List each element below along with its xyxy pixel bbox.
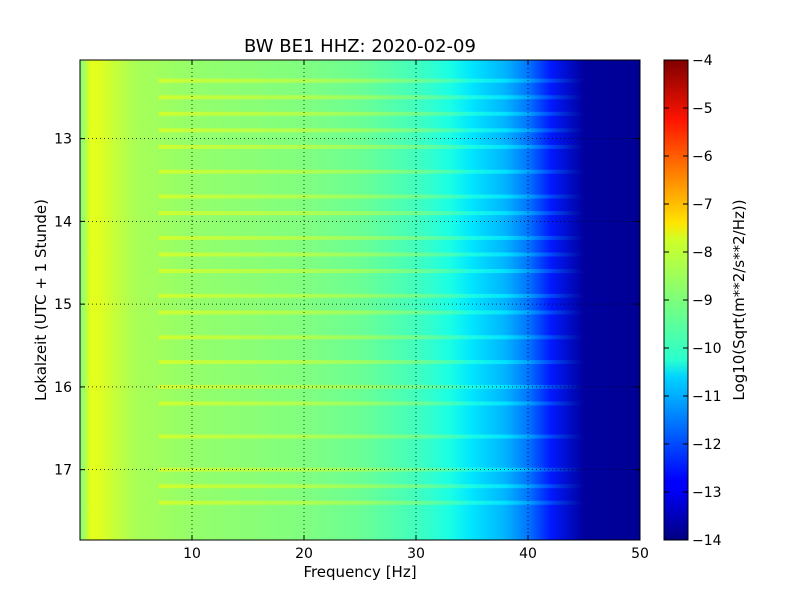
colorbar-tick-label: −13: [692, 485, 722, 501]
colorbar-tick-label: −11: [692, 389, 722, 405]
colorbar-tick-label: −6: [692, 149, 713, 165]
x-axis-ticks: 10 20 30 40 50: [183, 60, 649, 562]
noise-band: [158, 434, 584, 439]
noise-band: [158, 484, 584, 489]
noise-band: [158, 78, 584, 83]
noise-band: [158, 128, 584, 133]
y-tick-label: 17: [54, 463, 72, 479]
colorbar-tick-label: −5: [692, 101, 713, 117]
y-axis-ticks: 13 14 15 16 17: [54, 132, 640, 479]
noise-band: [158, 401, 584, 406]
y-axis-label: Lokalzeit (UTC + 1 Stunde): [32, 199, 50, 401]
colorbar-label: Log10(Sqrt(m**2/s**2/Hz)): [730, 199, 748, 400]
y-tick-label: 15: [54, 297, 72, 313]
noise-band: [158, 252, 584, 257]
noise-bands: [158, 78, 584, 505]
x-tick-label: 40: [519, 546, 537, 562]
y-tick-label: 16: [54, 380, 72, 396]
noise-band: [158, 269, 584, 274]
noise-band: [158, 310, 584, 315]
chart-title: BW BE1 HHZ: 2020-02-09: [244, 36, 476, 57]
x-tick-label: 20: [295, 546, 313, 562]
noise-band: [158, 211, 584, 216]
noise-band: [158, 169, 584, 174]
spectrogram-background: [80, 60, 640, 540]
spectrogram-plot: [80, 60, 640, 540]
noise-band: [158, 293, 584, 298]
y-tick-label: 13: [54, 132, 72, 148]
colorbar-ticks: −4 −5 −6 −7 −8 −9 −10 −11 −12 −13 −14: [664, 53, 722, 549]
colorbar-tick-label: −9: [692, 293, 713, 309]
noise-band: [158, 111, 584, 116]
colorbar-tick-label: −14: [692, 533, 722, 549]
x-axis-label: Frequency [Hz]: [303, 563, 416, 581]
x-tick-label: 10: [183, 546, 201, 562]
noise-band: [158, 144, 584, 149]
noise-band: [158, 467, 584, 472]
colorbar-tick-label: −7: [692, 197, 713, 213]
noise-band: [158, 500, 584, 505]
x-tick-label: 30: [407, 546, 425, 562]
noise-band: [158, 360, 584, 365]
colorbar-tick-label: −4: [692, 53, 713, 69]
colorbar: −4 −5 −6 −7 −8 −9 −10 −11 −12 −13 −14: [663, 53, 722, 549]
noise-band: [158, 95, 584, 100]
x-tick-label: 50: [631, 546, 649, 562]
colorbar-tick-label: −10: [692, 341, 722, 357]
noise-band: [158, 235, 584, 240]
noise-band: [158, 194, 584, 199]
plot-frame: [79, 59, 641, 541]
colorbar-tick-label: −8: [692, 245, 713, 261]
y-tick-label: 14: [54, 214, 72, 230]
noise-band: [158, 335, 584, 340]
noise-band: [158, 384, 584, 389]
grid: [80, 60, 640, 540]
colorbar-tick-label: −12: [692, 437, 722, 453]
